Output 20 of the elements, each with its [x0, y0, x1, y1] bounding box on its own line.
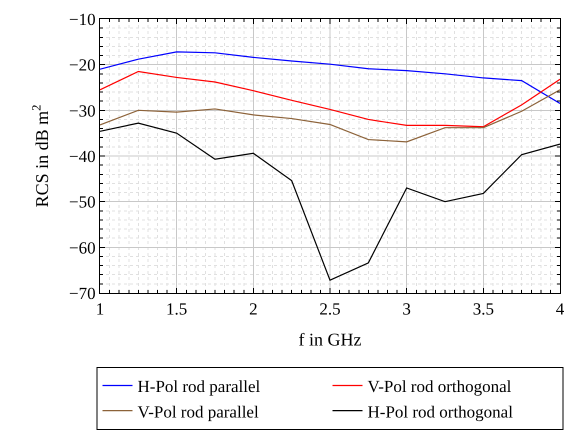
y-tick-label: −50 — [69, 192, 96, 212]
y-tick-label: −10 — [69, 10, 96, 29]
x-tick-label: 1.5 — [166, 299, 188, 318]
x-tick-label: 3 — [402, 299, 411, 318]
y-tick-label: −40 — [69, 146, 96, 166]
legend-label: H-Pol rod parallel — [138, 377, 261, 396]
x-tick-label: 3.5 — [472, 299, 494, 318]
legend-label: H-Pol rod orthogonal — [368, 402, 514, 422]
line-series — [100, 51, 560, 104]
x-axis-title: f in GHz — [298, 330, 362, 350]
x-tick-label: 2 — [249, 299, 258, 318]
y-tick-label: −30 — [69, 101, 96, 120]
y-tick-label: −60 — [69, 238, 96, 258]
y-tick-label: −20 — [69, 56, 96, 75]
legend-label: V-Pol rod orthogonal — [368, 377, 512, 396]
y-tick-label: −70 — [69, 284, 96, 303]
x-tick-label: 2.5 — [319, 299, 341, 318]
x-tick-label: 4 — [556, 299, 565, 318]
legend-label: V-Pol rod parallel — [138, 402, 259, 422]
x-tick-label: 1 — [96, 299, 104, 318]
